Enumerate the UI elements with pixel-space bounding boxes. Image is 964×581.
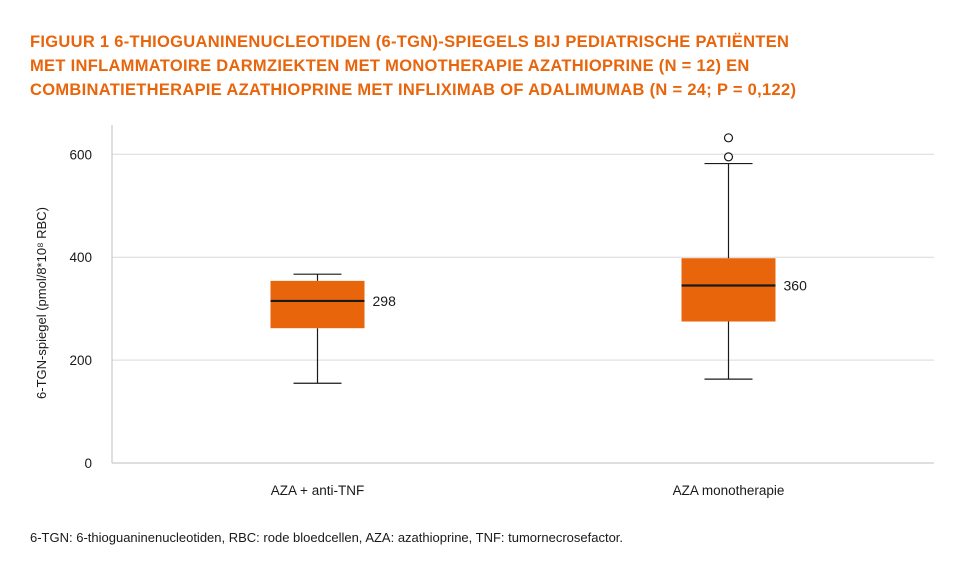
figure-title-line-2: MET INFLAMMATOIRE DARMZIEKTEN MET MONOTH… <box>30 57 750 75</box>
figure-title-line-3: COMBINATIETHERAPIE AZATHIOPRINE MET INFL… <box>30 81 797 99</box>
median-label: 298 <box>373 293 397 309</box>
box-iqr <box>270 280 365 329</box>
y-tick-label: 400 <box>69 250 92 265</box>
y-tick-label: 200 <box>69 353 92 368</box>
boxplot-chart: 0 200 400 600 6-TGN-spiegel (pmol/8*10⁸ RBC)… <box>34 125 934 498</box>
median-label: 360 <box>784 277 808 293</box>
y-tick-label: 600 <box>69 147 92 162</box>
footnote: 6-TGN: 6-thioguaninenucleotiden, RBC: ro… <box>30 530 624 545</box>
figure-title-line-1: FIGUUR 1 6-THIOGUANINENUCLEOTIDEN (6-TGN… <box>30 33 790 51</box>
box-iqr <box>681 258 776 322</box>
x-category-label: AZA monotherapie <box>673 483 785 498</box>
outlier-point <box>723 152 734 162</box>
x-category-label: AZA + anti-TNF <box>271 483 364 498</box>
outlier-point <box>723 133 734 143</box>
y-axis-label: 6-TGN-spiegel (pmol/8*10⁸ RBC) <box>34 207 49 399</box>
y-tick-label: 0 <box>84 456 92 471</box>
figure-title: FIGUUR 1 6-THIOGUANINENUCLEOTIDEN (6-TGN… <box>30 30 930 102</box>
